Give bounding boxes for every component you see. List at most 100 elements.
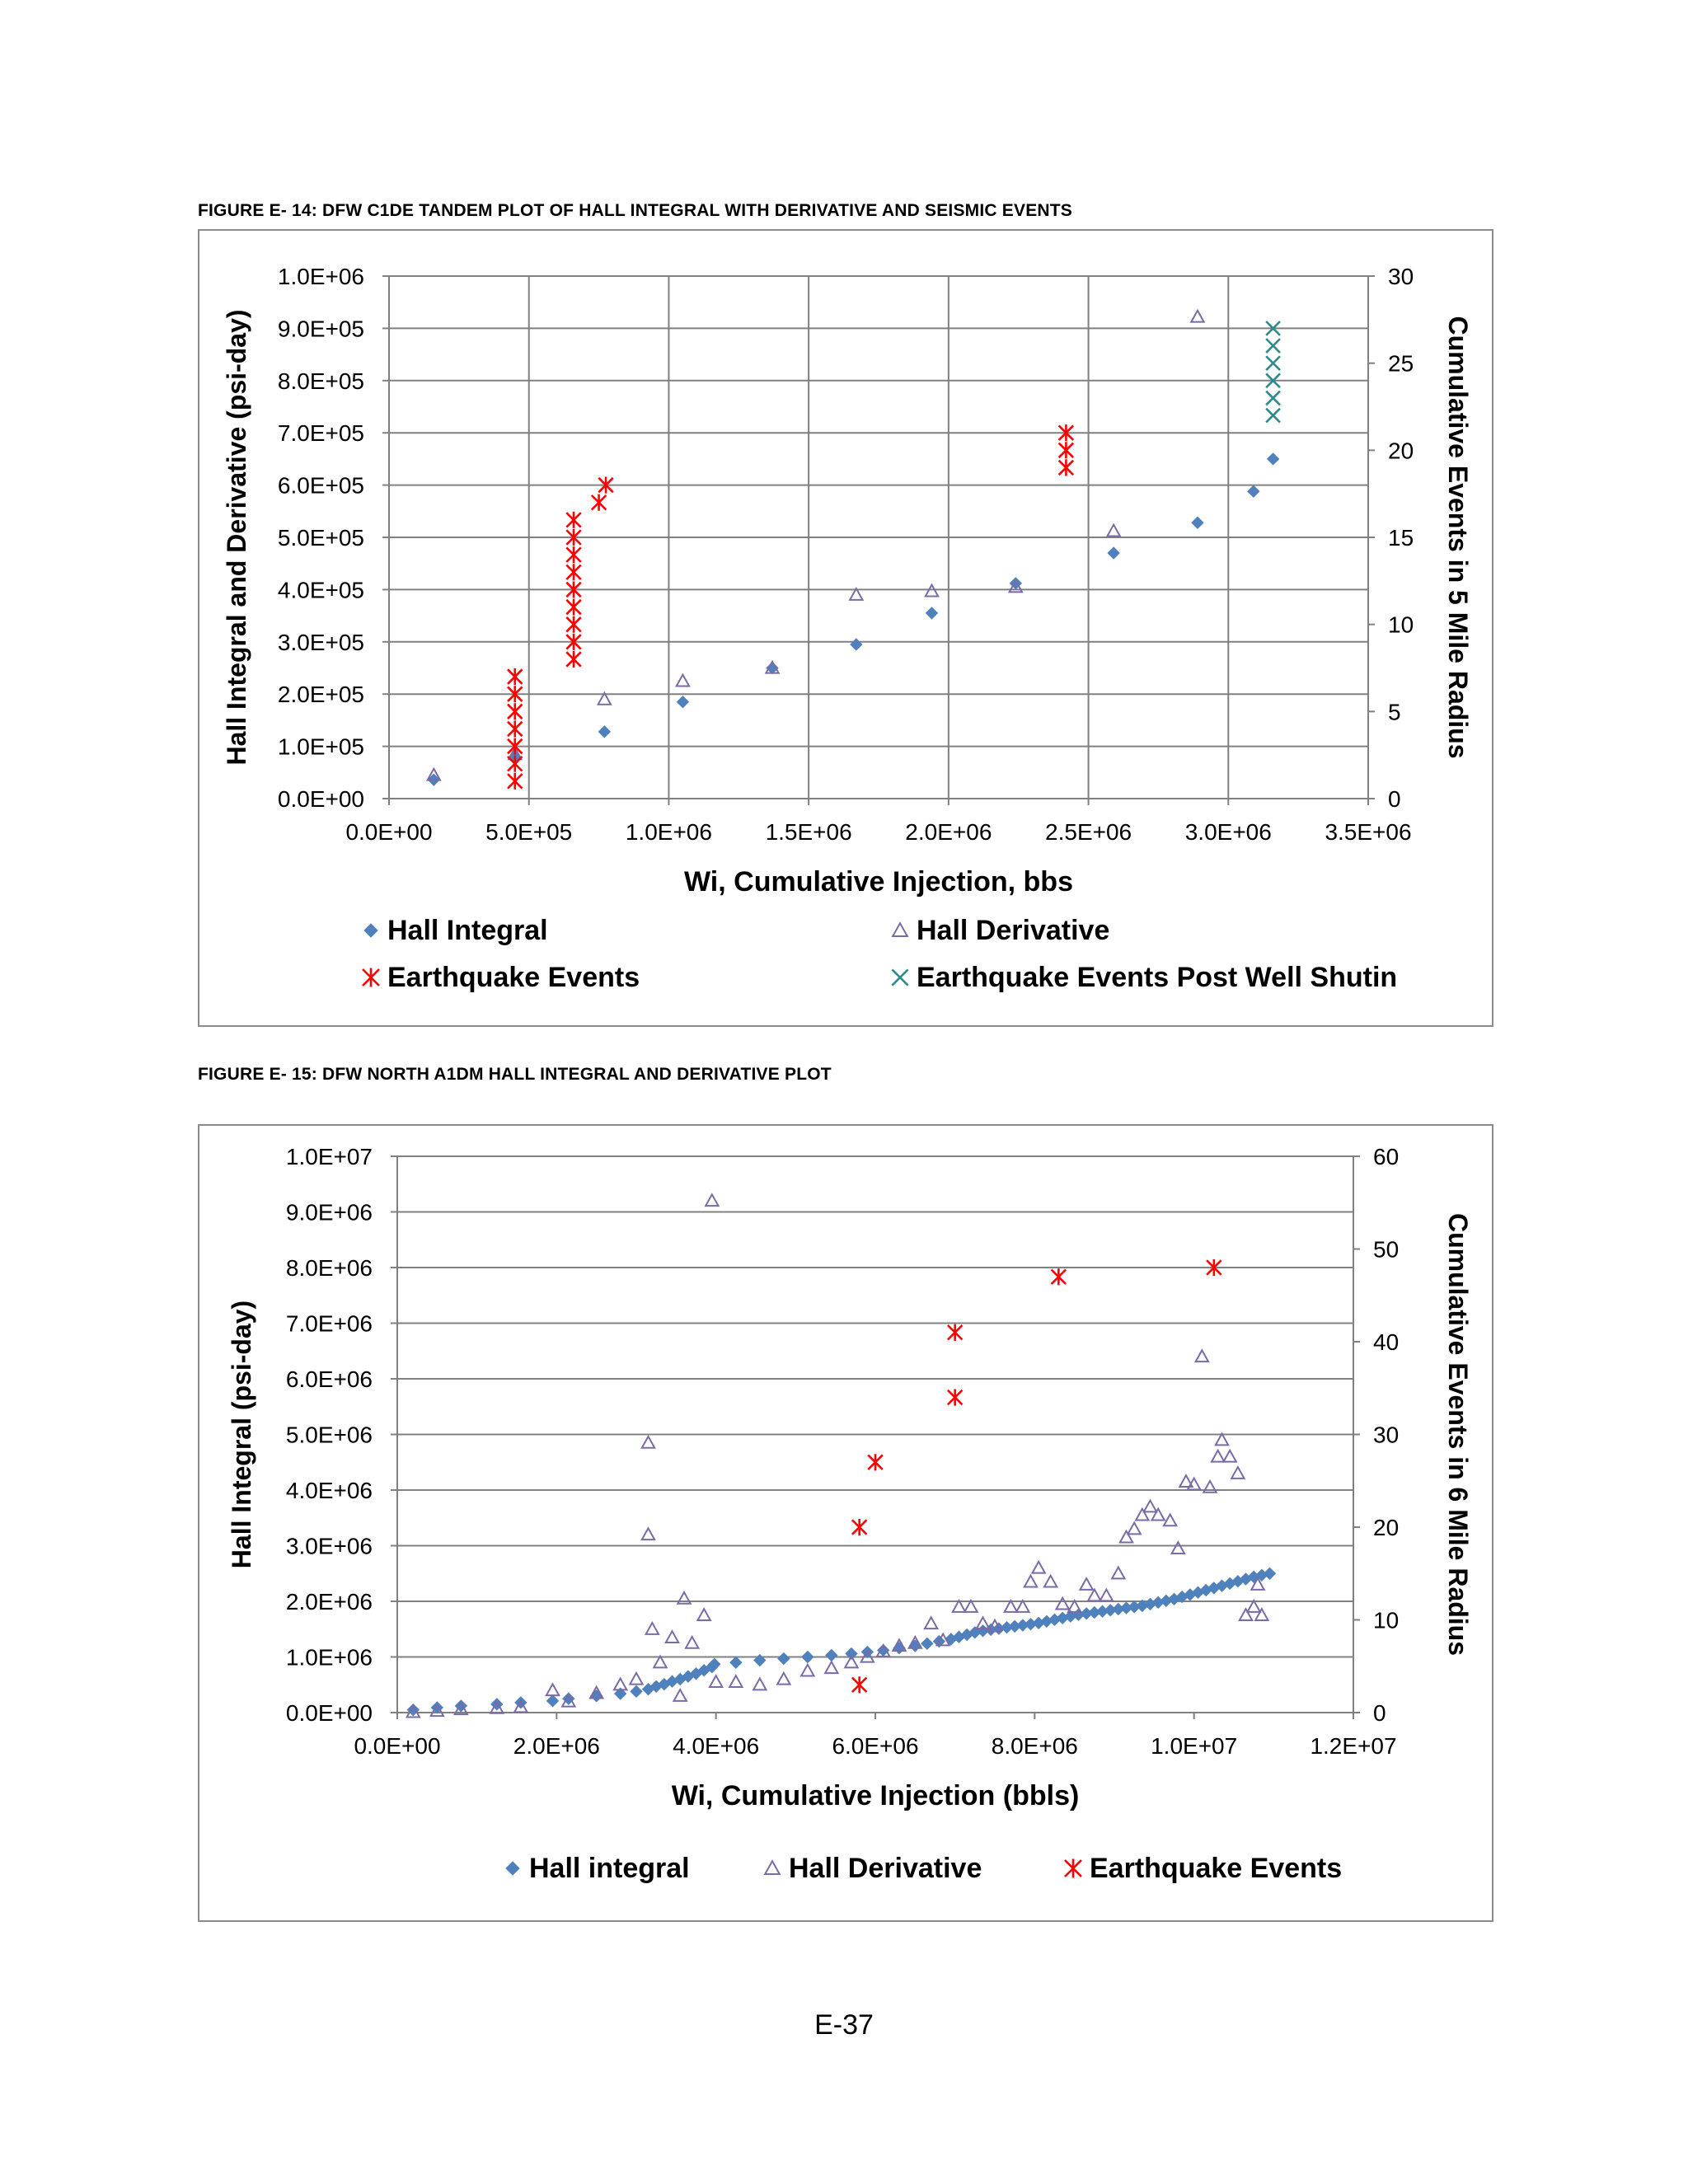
earthquake-event-point bbox=[507, 668, 523, 686]
hall-derivative-point bbox=[1142, 1498, 1158, 1513]
hall-integral-point bbox=[729, 1656, 743, 1669]
earthquake-event-point bbox=[565, 633, 582, 650]
hall-integral-point bbox=[753, 1653, 767, 1667]
hall-integral-point bbox=[1107, 546, 1120, 560]
hall-derivative-point bbox=[752, 1676, 768, 1691]
earthquake-event-point bbox=[565, 598, 582, 616]
hall-derivative-point bbox=[1170, 1540, 1186, 1555]
hall-derivative-point bbox=[588, 1685, 605, 1699]
earthquake-event-point bbox=[946, 1324, 964, 1341]
hall-derivative-point bbox=[1245, 1598, 1262, 1613]
y-tick-label: 6.0E+06 bbox=[286, 1366, 373, 1392]
hall-derivative-point bbox=[1202, 1479, 1218, 1493]
hall-integral-point bbox=[908, 1639, 922, 1652]
hall-derivative-point bbox=[1023, 1573, 1039, 1588]
legend-label: Earthquake Events Post Well Shutin bbox=[917, 962, 1397, 993]
hall-integral-point bbox=[406, 1703, 420, 1717]
earthquake-event-point bbox=[598, 476, 614, 494]
y-tick-label: 2.0E+06 bbox=[286, 1589, 373, 1615]
hall-integral-point bbox=[589, 1690, 603, 1703]
legend-marker bbox=[763, 1859, 781, 1876]
post-shutin-event-point bbox=[1265, 373, 1281, 389]
earthquake-event-point bbox=[851, 1518, 868, 1536]
y-tick-label: 7.0E+06 bbox=[286, 1311, 373, 1337]
hall-integral-point bbox=[801, 1650, 814, 1664]
legend-label: Hall Integral bbox=[387, 915, 548, 946]
y2-tick-label: 25 bbox=[1388, 351, 1414, 377]
x-tick-label: 3.5E+06 bbox=[1325, 819, 1411, 845]
hall-derivative-point bbox=[628, 1671, 645, 1685]
hall-derivative-point bbox=[975, 1615, 991, 1630]
hall-derivative-point bbox=[704, 1193, 720, 1207]
x-tick-label: 5.0E+05 bbox=[485, 819, 572, 845]
hall-integral-point bbox=[630, 1685, 643, 1699]
hall-derivative-point bbox=[1078, 1576, 1095, 1591]
earthquake-event-point bbox=[507, 755, 523, 772]
figure-e15-caption: FIGURE E- 15: DFW NORTH A1DM HALL INTEGR… bbox=[198, 1065, 832, 1084]
legend-label: Hall integral bbox=[529, 1853, 690, 1884]
y2-axis-title: Cumulative Events in 6 Mile Radius bbox=[1443, 1213, 1473, 1656]
earthquake-event-point bbox=[507, 686, 523, 703]
hall-derivative-point bbox=[545, 1682, 560, 1697]
legend-marker bbox=[1064, 1858, 1082, 1878]
x-tick-label: 2.0E+06 bbox=[513, 1733, 600, 1759]
hall-integral-point bbox=[1247, 485, 1260, 498]
y-tick-label: 1.0E+06 bbox=[286, 1645, 373, 1671]
hall-derivative-point bbox=[823, 1660, 840, 1675]
hall-derivative-point bbox=[1150, 1507, 1166, 1521]
hall-derivative-point bbox=[1030, 1559, 1047, 1574]
legend-label: Hall Derivative bbox=[917, 915, 1109, 946]
hall-integral-point bbox=[676, 696, 690, 709]
earthquake-event-point bbox=[507, 720, 523, 738]
hall-derivative-point bbox=[1210, 1448, 1226, 1463]
y-tick-label: 1.0E+05 bbox=[278, 734, 364, 760]
figure-e14-chart: 0.0E+00 1.0E+05 2.0E+05 3.0E+05 4.0E+05 5.0E+… bbox=[198, 229, 1493, 1027]
legend-entry: Hall Derivative bbox=[891, 915, 1109, 946]
legend-marker bbox=[891, 921, 909, 938]
earthquake-event-point bbox=[1050, 1268, 1067, 1286]
hall-derivative-point bbox=[1214, 1432, 1230, 1446]
earthquake-event-point bbox=[590, 494, 607, 511]
x-axis-title: Wi, Cumulative Injection, bbs bbox=[684, 866, 1073, 898]
x-tick-label: 2.5E+06 bbox=[1045, 819, 1132, 845]
y-tick-label: 0.0E+00 bbox=[286, 1700, 373, 1726]
legend-label: Earthquake Events bbox=[1090, 1853, 1342, 1884]
earthquake-event-point bbox=[565, 546, 582, 564]
y2-tick-label: 5 bbox=[1388, 699, 1401, 724]
hall-derivative-point bbox=[1230, 1465, 1246, 1479]
hall-derivative-point bbox=[676, 1590, 692, 1605]
y-tick-label: 7.0E+05 bbox=[278, 420, 364, 446]
figure-e15-chart: 0.0E+00 1.0E+06 2.0E+06 3.0E+06 4.0E+06 5.0E+… bbox=[198, 1124, 1493, 1922]
y-tick-label: 8.0E+06 bbox=[286, 1255, 373, 1281]
hall-derivative-point bbox=[891, 1638, 907, 1652]
hall-derivative-point bbox=[1043, 1573, 1059, 1588]
hall-derivative-point bbox=[425, 766, 442, 781]
x-tick-label: 2.0E+06 bbox=[905, 819, 992, 845]
y2-tick-label: 0 bbox=[1388, 786, 1401, 812]
hall-integral-point bbox=[1191, 516, 1204, 529]
hall-integral-point bbox=[925, 607, 939, 620]
earthquake-event-point bbox=[867, 1454, 884, 1471]
figure-e14-svg: 0.0E+00 1.0E+05 2.0E+05 3.0E+05 4.0E+05 5.0E+… bbox=[222, 264, 1473, 993]
hall-derivative-point bbox=[843, 1654, 860, 1669]
hall-derivative-point bbox=[644, 1620, 660, 1635]
figure-e14-caption: FIGURE E- 14: DFW C1DE TANDEM PLOT OF HA… bbox=[198, 201, 1073, 220]
data-points bbox=[425, 308, 1281, 790]
figure-e15-svg: 0.0E+00 1.0E+06 2.0E+06 3.0E+06 4.0E+06 5.0E+… bbox=[227, 1144, 1473, 1884]
earthquake-event-point bbox=[565, 528, 582, 546]
y-tick-label: 3.0E+06 bbox=[286, 1534, 373, 1559]
hall-derivative-point bbox=[513, 1699, 529, 1713]
earthquake-event-point bbox=[565, 581, 582, 598]
hall-derivative-point bbox=[764, 659, 781, 674]
hall-integral-point bbox=[1263, 1567, 1277, 1580]
hall-integral-point bbox=[613, 1687, 627, 1700]
plot-area-border bbox=[388, 275, 1369, 799]
y-tick-label: 9.0E+06 bbox=[286, 1200, 373, 1226]
y2-tick-label: 40 bbox=[1373, 1329, 1399, 1355]
hall-derivative-point bbox=[963, 1598, 979, 1613]
earthquake-event-point bbox=[507, 772, 523, 790]
hall-derivative-point bbox=[1221, 1448, 1238, 1463]
hall-derivative-point bbox=[1178, 1474, 1194, 1488]
x-tick-label: 4.0E+06 bbox=[673, 1733, 759, 1759]
hall-derivative-point bbox=[1238, 1607, 1254, 1622]
